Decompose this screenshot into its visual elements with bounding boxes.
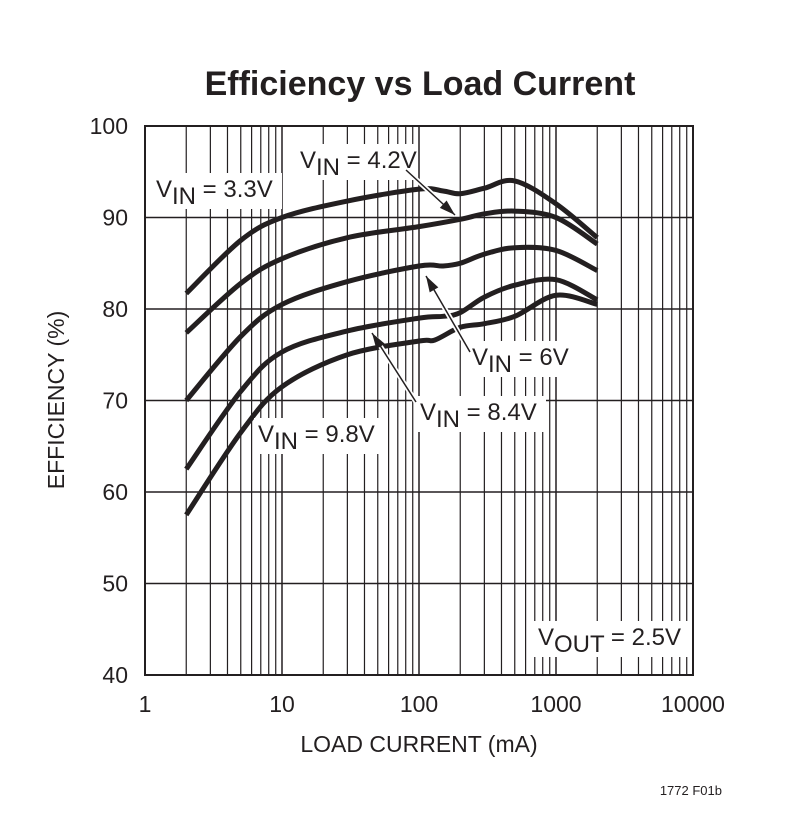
series-label-4v2-background: [296, 144, 414, 180]
x-tick-label: 100: [400, 691, 438, 717]
y-tick-label: 50: [102, 571, 128, 597]
x-tick-label: 10000: [661, 691, 725, 717]
series-label-3v3: VIN = 3.3V: [156, 176, 273, 210]
x-axis-label: LOAD CURRENT (mA): [300, 731, 537, 757]
chart-title: Efficiency vs Load Current: [205, 65, 636, 103]
series-label-4v2: VIN = 4.2V: [300, 147, 417, 181]
arrow-head: [372, 333, 385, 350]
series-label-3v3-background: [152, 173, 282, 209]
y-tick-label: 40: [102, 662, 128, 688]
x-tick-label: 1: [139, 691, 152, 717]
vout-label: VOUT = 2.5V: [538, 624, 681, 658]
x-tick-label: 1000: [530, 691, 581, 717]
series-label-8v4-background: [416, 396, 546, 432]
y-tick-label: 90: [102, 205, 128, 231]
arrow-head: [426, 276, 439, 293]
series-label-8v4: VIN = 8.4V: [420, 399, 537, 433]
y-tick-label: 60: [102, 479, 128, 505]
series-line: [184, 276, 599, 471]
vout-label-background: [534, 621, 692, 657]
plot-frame: [144, 125, 694, 676]
y-tick-label: 100: [90, 113, 128, 139]
series-label-6v-background: [468, 341, 574, 377]
series-line: [184, 292, 598, 517]
series-label-9v8-background: [254, 418, 384, 454]
series-label-9v8: VIN = 9.8V: [258, 421, 375, 455]
series-label-6v: VIN = 6V: [472, 344, 569, 378]
arrow-head: [439, 200, 455, 215]
figure-id: 1772 F01b: [660, 783, 722, 798]
y-axis-label: EFFICIENCY (%): [43, 311, 69, 489]
series-line: [184, 208, 599, 335]
y-tick-label: 70: [102, 388, 128, 414]
series-line: [184, 244, 599, 403]
x-tick-label: 10: [269, 691, 295, 717]
series-line: [184, 177, 599, 296]
y-tick-label: 80: [102, 296, 128, 322]
